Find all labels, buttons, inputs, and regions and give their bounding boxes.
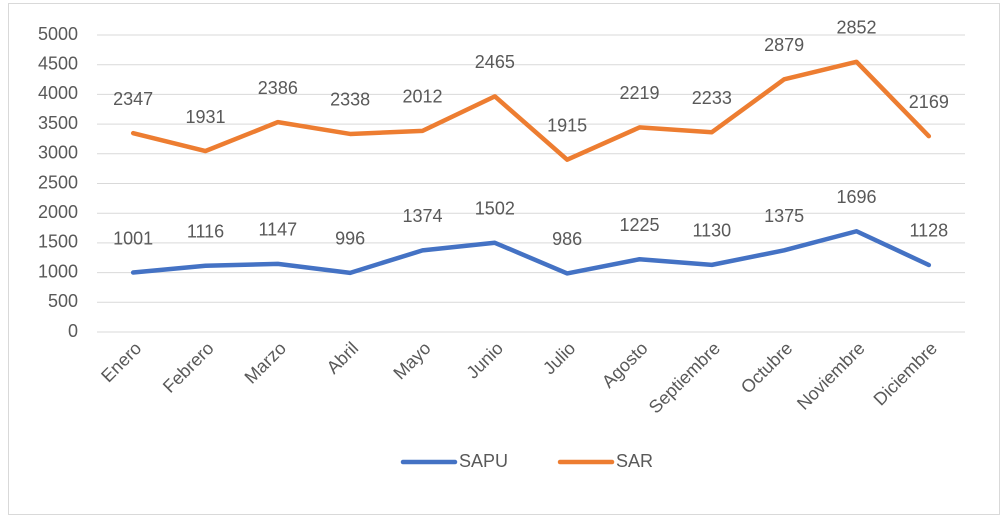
y-tick-label: 4500 [38, 53, 78, 73]
y-tick-label: 4000 [38, 83, 78, 103]
y-tick-label: 1500 [38, 232, 78, 252]
data-label: 2347 [113, 89, 153, 109]
data-label: 1147 [258, 220, 297, 240]
data-label: 1374 [402, 206, 442, 226]
line-series [130, 59, 932, 162]
data-label: 2465 [475, 52, 515, 72]
data-label: 1225 [619, 215, 659, 235]
y-tick-label: 2500 [38, 172, 78, 192]
chart-border [8, 3, 1000, 515]
data-label: 2233 [692, 88, 732, 108]
data-label: 1128 [909, 221, 948, 241]
data-label: 2338 [330, 90, 370, 110]
y-tick-label: 1000 [38, 261, 78, 281]
y-tick-label: 3000 [38, 143, 78, 163]
data-label: 1915 [547, 115, 587, 135]
data-label: 2219 [619, 83, 659, 103]
data-label: 1375 [764, 206, 804, 226]
data-label: 1130 [692, 221, 731, 241]
data-label: 996 [335, 229, 365, 249]
y-tick-label: 2000 [38, 202, 78, 222]
legend-label: SAR [616, 451, 653, 471]
data-label: 1696 [836, 187, 876, 207]
data-label: 1116 [187, 221, 224, 241]
y-tick-label: 0 [68, 321, 78, 341]
data-label: 2852 [836, 18, 876, 38]
legend-label: SAPU [459, 451, 508, 471]
data-label: 2012 [402, 87, 442, 107]
data-label: 1502 [475, 199, 515, 219]
data-label: 2169 [909, 92, 949, 112]
y-tick-label: 5000 [38, 24, 78, 44]
y-tick-label: 500 [48, 291, 78, 311]
data-label: 2879 [764, 35, 804, 55]
data-label: 1931 [185, 107, 225, 127]
data-label: 986 [552, 229, 582, 249]
y-tick-label: 3500 [38, 113, 78, 133]
data-label: 2386 [258, 78, 298, 98]
data-label: 1001 [113, 228, 153, 248]
line-series [130, 229, 932, 276]
